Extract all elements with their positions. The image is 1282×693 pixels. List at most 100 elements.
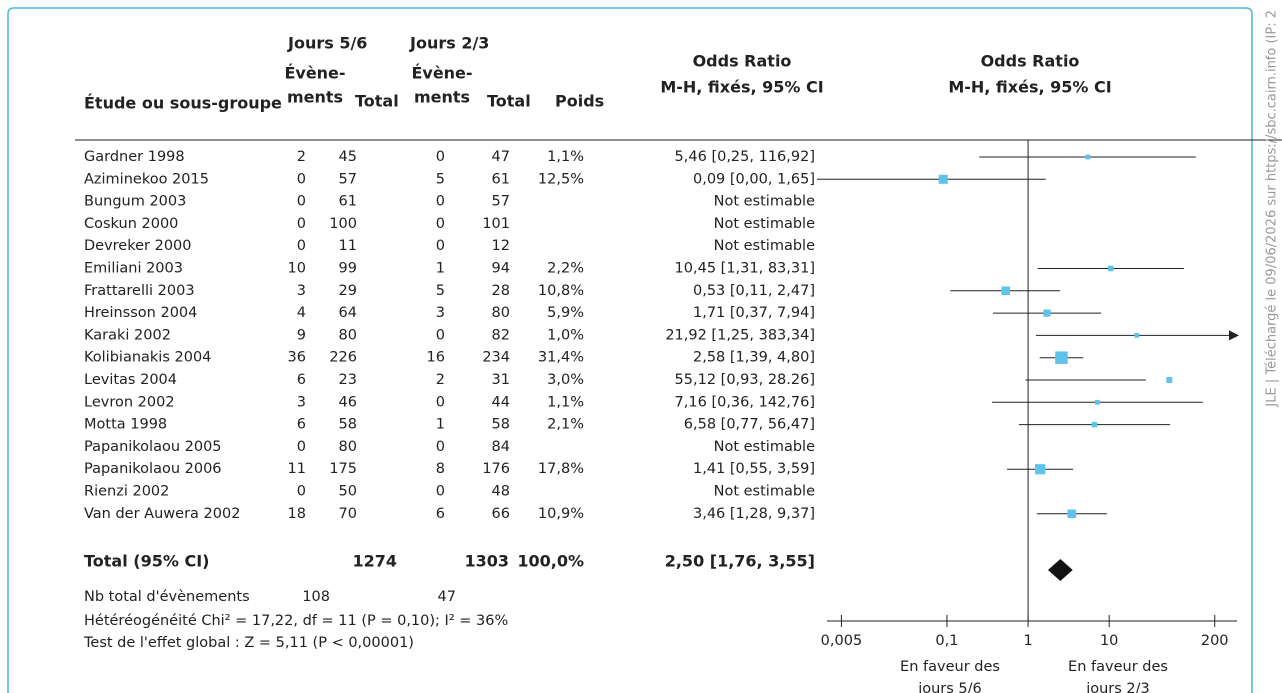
cell-n1: 45 [339, 149, 357, 165]
x-tick-label: 200 [1201, 633, 1229, 649]
events-total-1: 108 [302, 589, 330, 605]
events-total-2: 47 [438, 589, 456, 605]
cell-e1: 36 [288, 350, 306, 366]
cell-n2: 84 [492, 439, 510, 455]
cell-n1: 175 [329, 461, 357, 477]
effect-square [1095, 399, 1100, 405]
cell-n1: 226 [329, 350, 357, 366]
effect: 5,46 [0,25, 116,92] [675, 149, 815, 165]
weight: 2,1% [547, 417, 584, 433]
study-name: Hreinsson 2004 [84, 305, 197, 321]
total-header: Total [487, 92, 531, 111]
study-name: Emiliani 2003 [84, 261, 183, 277]
cell-e1: 10 [288, 261, 306, 277]
cell-e1: 3 [297, 283, 306, 299]
weight: 10,8% [538, 283, 584, 299]
events-header: Évène- [284, 64, 345, 83]
effect-square [938, 174, 948, 184]
cell-n2: 12 [492, 238, 510, 254]
weight: 2,2% [547, 261, 584, 277]
cell-e2: 0 [436, 149, 445, 165]
study-name: Papanikolaou 2005 [84, 439, 222, 455]
cell-e2: 8 [436, 461, 445, 477]
cell-n1: 23 [339, 372, 357, 388]
study-name: Coskun 2000 [84, 216, 178, 232]
effect-header: M-H, fixés, 95% CI [660, 78, 823, 97]
cell-e1: 11 [288, 461, 306, 477]
cell-n2: 58 [492, 417, 510, 433]
cell-n2: 48 [492, 484, 510, 500]
overall-effect: Test de l'effet global : Z = 5,11 (P < 0… [83, 635, 414, 651]
study-name: Aziminekoo 2015 [84, 171, 209, 187]
study-name: Bungum 2003 [84, 194, 186, 210]
study-name: Karaki 2002 [84, 327, 171, 343]
events-header: ments [414, 88, 470, 107]
effect-square [1043, 309, 1051, 317]
plot-header: Odds Ratio [981, 52, 1080, 71]
weight: 1,1% [547, 394, 584, 410]
study-name: Papanikolaou 2006 [84, 461, 222, 477]
cell-e2: 5 [436, 283, 445, 299]
weight: 1,0% [547, 327, 584, 343]
x-tick-label: 1 [1023, 633, 1032, 649]
cell-n2: 66 [492, 506, 510, 522]
effect: Not estimable [714, 194, 815, 210]
total-diamond [1047, 559, 1073, 581]
cell-e2: 2 [436, 372, 445, 388]
x-tick-label: 10 [1100, 633, 1118, 649]
effect: Not estimable [714, 439, 815, 455]
cell-n1: 100 [329, 216, 357, 232]
ci-arrow [1229, 330, 1239, 341]
weight: 3,0% [547, 372, 584, 388]
cell-n2: 28 [492, 283, 510, 299]
favours-left: En faveur des [900, 659, 1000, 675]
cell-n2: 47 [492, 149, 510, 165]
cell-n1: 80 [339, 439, 357, 455]
cell-e2: 0 [436, 216, 445, 232]
group2-header: Jours 2/3 [409, 34, 489, 53]
total-n2: 1303 [464, 552, 509, 571]
cell-n2: 80 [492, 305, 510, 321]
cell-e2: 5 [436, 171, 445, 187]
cell-e2: 0 [436, 484, 445, 500]
events-header: Évène- [411, 64, 472, 83]
weight: 10,9% [538, 506, 584, 522]
effect: 21,92 [1,25, 383,34] [665, 327, 815, 343]
cell-n1: 11 [339, 238, 357, 254]
effect: 7,16 [0,36, 142,76] [675, 394, 815, 410]
cell-n2: 57 [492, 194, 510, 210]
cell-e1: 6 [297, 372, 306, 388]
effect: 55,12 [0,93, 28.26] [675, 372, 815, 388]
cell-e2: 0 [436, 194, 445, 210]
effect: 1,41 [0,55, 3,59] [693, 461, 815, 477]
effect: 3,46 [1,28, 9,37] [693, 506, 815, 522]
cell-e2: 6 [436, 506, 445, 522]
effect: 0,09 [0,00, 1,65] [693, 171, 815, 187]
effect-square [1085, 154, 1091, 160]
cell-n2: 101 [482, 216, 510, 232]
study-name: Motta 1998 [84, 417, 167, 433]
favours-left: jours 5/6 [917, 681, 982, 693]
study-name: Rienzi 2002 [84, 484, 169, 500]
cell-n1: 64 [339, 305, 357, 321]
cell-n2: 176 [482, 461, 510, 477]
cell-e1: 0 [297, 439, 306, 455]
weight: 12,5% [538, 171, 584, 187]
effect-header: Odds Ratio [693, 52, 792, 71]
watermark: JLE | Téléchargé le 09/06/2026 sur https… [1265, 10, 1280, 408]
cell-n1: 99 [339, 261, 357, 277]
weight-header: Poids [555, 92, 604, 111]
effect-square [1091, 421, 1098, 428]
weight: 17,8% [538, 461, 584, 477]
events-header: ments [287, 88, 343, 107]
study-name: Kolibianakis 2004 [84, 350, 211, 366]
effect-square [1107, 265, 1114, 272]
effect-square [1055, 351, 1068, 364]
effect-square [1001, 286, 1010, 296]
effect-square [1166, 377, 1173, 383]
study-name: Frattarelli 2003 [84, 283, 195, 299]
weight: 31,4% [538, 350, 584, 366]
cell-n2: 31 [492, 372, 510, 388]
cell-e1: 0 [297, 171, 306, 187]
effect: Not estimable [714, 238, 815, 254]
